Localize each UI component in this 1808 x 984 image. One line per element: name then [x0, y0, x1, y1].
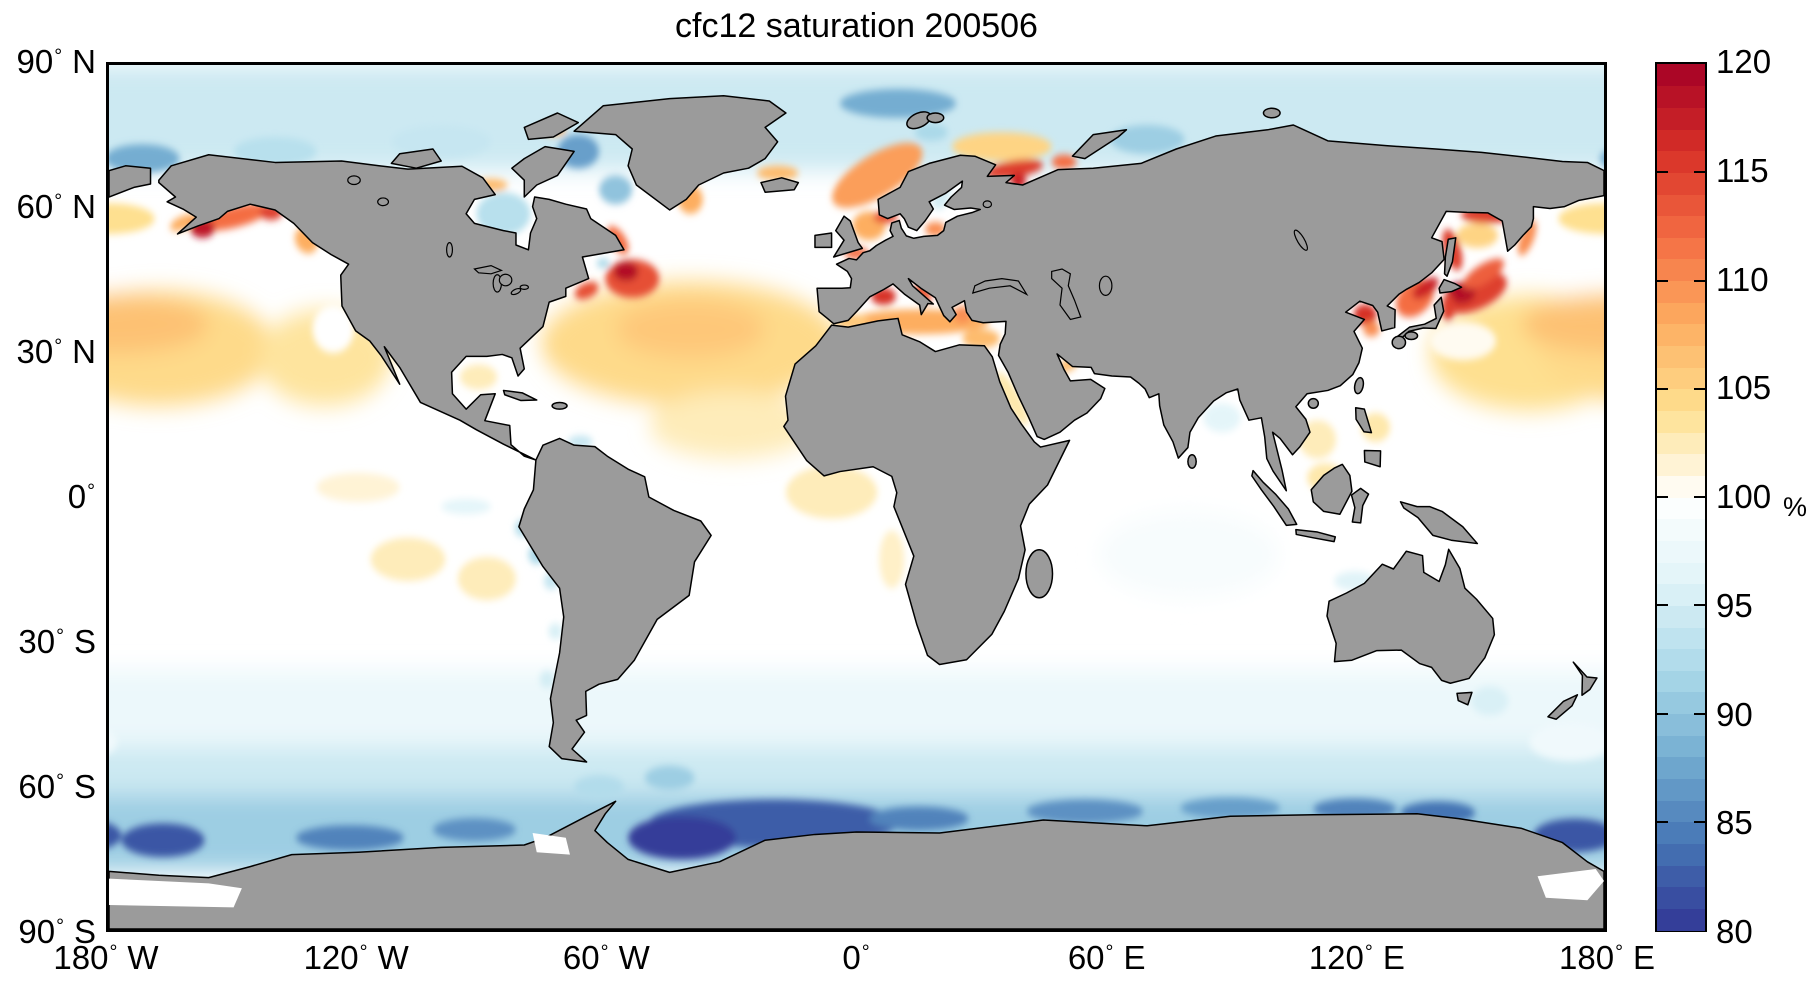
colorbar-cell — [1657, 735, 1705, 758]
lat-tick-label: 60° S — [18, 768, 96, 805]
colorbar-tick-mark — [1657, 712, 1668, 715]
colorbar-cell — [1657, 821, 1705, 844]
colorbar-tick-label: 120 — [1716, 43, 1772, 80]
lon-tick-label: 120° W — [303, 939, 409, 976]
map-frame — [106, 62, 1607, 932]
colorbar-tick-label: 95 — [1716, 586, 1753, 624]
colorbar-cell — [1657, 280, 1705, 303]
colorbar-cell — [1657, 85, 1705, 108]
colorbar-tick-label: 105 — [1716, 369, 1772, 407]
lon-tick-label: 180° E — [1559, 939, 1655, 976]
colorbar-tick-label: 115 — [1716, 151, 1769, 189]
colorbar-cell — [1657, 908, 1705, 931]
lat-tick-label: 90° S — [18, 913, 96, 950]
colorbar-cell — [1657, 540, 1705, 563]
colorbar-cell — [1657, 150, 1705, 173]
colorbar-cell — [1657, 843, 1705, 866]
colorbar-cell — [1657, 605, 1705, 628]
colorbar-tick-mark — [1694, 387, 1705, 390]
colorbar-cell — [1657, 648, 1705, 671]
colorbar-tick-label: 90 — [1716, 695, 1753, 733]
colorbar-tick-label: 80 — [1716, 913, 1753, 950]
colorbar-tick-label: 100 — [1716, 478, 1772, 515]
colorbar-cell — [1657, 367, 1705, 390]
colorbar-cell — [1657, 670, 1705, 693]
colorbar-tick-mark — [1657, 171, 1668, 174]
colorbar-tick-mark — [1657, 279, 1668, 282]
colorbar-cell — [1657, 713, 1705, 736]
colorbar-cell — [1657, 626, 1705, 650]
colorbar-cell — [1657, 691, 1705, 715]
colorbar-cell — [1657, 323, 1705, 347]
colorbar-cell — [1657, 302, 1705, 325]
lon-tick-label: 0° — [842, 939, 870, 976]
colorbar-cell — [1657, 237, 1705, 260]
colorbar-cell — [1657, 800, 1705, 823]
colorbar-cell — [1657, 518, 1705, 541]
lat-tick-label: 0° — [67, 478, 95, 515]
colorbar-cell — [1657, 388, 1705, 411]
ice-shelves — [109, 833, 1604, 908]
colorbar-cell — [1657, 561, 1705, 585]
colorbar-cell — [1657, 432, 1705, 455]
lon-tick-label: 60° W — [562, 939, 650, 976]
world-map-canvas — [109, 65, 1604, 929]
colorbar-cell — [1657, 258, 1705, 282]
colorbar-cell — [1657, 107, 1705, 130]
colorbar-tick-label: 85 — [1716, 804, 1753, 842]
colorbar-segments — [1657, 64, 1705, 931]
colorbar-cell — [1657, 410, 1705, 433]
colorbar-tick-mark — [1657, 496, 1668, 498]
inland-seas — [348, 176, 1310, 320]
colorbar-cell — [1657, 886, 1705, 909]
colorbar-cell — [1657, 756, 1705, 780]
colorbar-tick-mark — [1694, 712, 1705, 715]
colorbar-cell — [1657, 193, 1705, 217]
colorbar-tick-label: 110 — [1716, 260, 1769, 298]
colorbar-cell — [1657, 583, 1705, 606]
colorbar-cell — [1657, 215, 1705, 238]
lat-tick-label: 60° N — [16, 188, 96, 225]
lat-tick-label: 90° N — [16, 43, 96, 80]
colorbar-tick-mark — [1657, 604, 1668, 607]
colorbar-tick-mark — [1694, 496, 1705, 498]
colorbar-cell — [1657, 345, 1705, 368]
colorbar-tick-mark — [1694, 279, 1705, 282]
lon-tick-label: 180° W — [53, 939, 159, 976]
colorbar-cell — [1657, 778, 1705, 801]
world-map-svg — [109, 65, 1604, 929]
colorbar-cell — [1657, 128, 1705, 152]
lat-tick-label: 30° S — [18, 623, 96, 660]
colorbar-cell — [1657, 475, 1705, 498]
lon-tick-label: 120° E — [1308, 939, 1405, 976]
colorbar-cell — [1657, 172, 1705, 195]
colorbar-unit-label: % — [1783, 492, 1808, 522]
colorbar-cell — [1657, 497, 1705, 520]
colorbar-tick-mark — [1657, 387, 1668, 390]
continents — [109, 96, 1604, 929]
lon-tick-label: 60° E — [1067, 939, 1146, 976]
colorbar-cell — [1657, 865, 1705, 888]
page-title: cfc12 saturation 200506 — [675, 7, 1038, 45]
colorbar — [1655, 62, 1707, 932]
colorbar-cell — [1657, 64, 1705, 87]
lat-tick-label: 30° N — [16, 333, 96, 370]
colorbar-tick-mark — [1694, 820, 1705, 823]
colorbar-cell — [1657, 453, 1705, 476]
colorbar-tick-mark — [1657, 820, 1668, 823]
colorbar-tick-mark — [1694, 171, 1705, 174]
ocean-field-fine — [109, 89, 1604, 860]
colorbar-tick-mark — [1694, 604, 1705, 607]
